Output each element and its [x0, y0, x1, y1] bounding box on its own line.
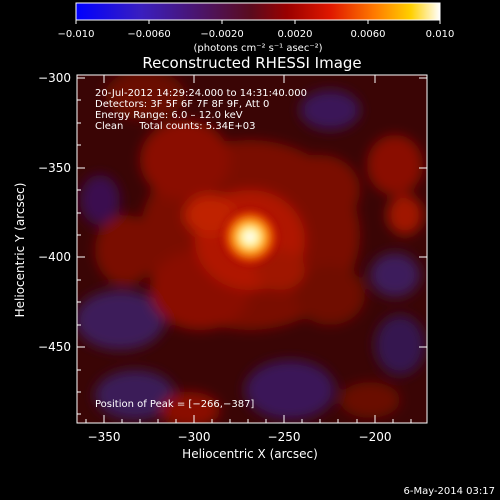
- y-tick-label: −450: [38, 340, 71, 354]
- x-axis-ticks: [85, 75, 412, 423]
- colorbar-tick-label: 0.0060: [351, 29, 386, 40]
- info-line: Energy Range: 6.0 – 12.0 keV: [95, 110, 243, 121]
- info-line: 20-Jul-2012 14:29:24.000 to 14:31:40.000: [95, 88, 307, 99]
- y-axis-label: Heliocentric Y (arcsec): [13, 183, 27, 318]
- peak-position-label: Position of Peak = [−266,−387]: [95, 399, 254, 410]
- y-tick-label: −400: [38, 250, 71, 264]
- colorbar-ticks: [75, 20, 441, 24]
- x-tick-label: −250: [268, 430, 301, 444]
- x-tick-label: −200: [359, 430, 392, 444]
- colorbar: [75, 2, 441, 21]
- plot-frame: [76, 74, 428, 424]
- x-tick-label: −300: [178, 430, 211, 444]
- colorbar-units: (photons cm⁻² s⁻¹ asec⁻²): [193, 43, 322, 54]
- x-axis-label: Heliocentric X (arcsec): [182, 447, 318, 461]
- colorbar-tick-label: −0.0060: [127, 29, 170, 40]
- flare-source: [218, 205, 282, 269]
- colorbar-tick-label: 0.010: [426, 29, 455, 40]
- colorbar-tick-label: −0.0020: [200, 29, 243, 40]
- y-tick-label: −350: [38, 161, 71, 175]
- colorbar-tick-label: 0.0020: [278, 29, 313, 40]
- y-axis-ticks: [77, 77, 427, 415]
- y-tick-label: −300: [38, 71, 71, 85]
- solar-image: [77, 75, 427, 423]
- x-tick-label: −350: [88, 430, 121, 444]
- info-line: Detectors: 3F 5F 6F 7F 8F 9F, Att 0: [95, 99, 269, 110]
- footer-date: 6-May-2014 03:17: [403, 486, 495, 497]
- info-line: Clean Total counts: 5.34E+03: [95, 121, 255, 132]
- plot-title: Reconstructed RHESSI Image: [142, 54, 361, 72]
- colorbar-tick-label: −0.010: [57, 29, 94, 40]
